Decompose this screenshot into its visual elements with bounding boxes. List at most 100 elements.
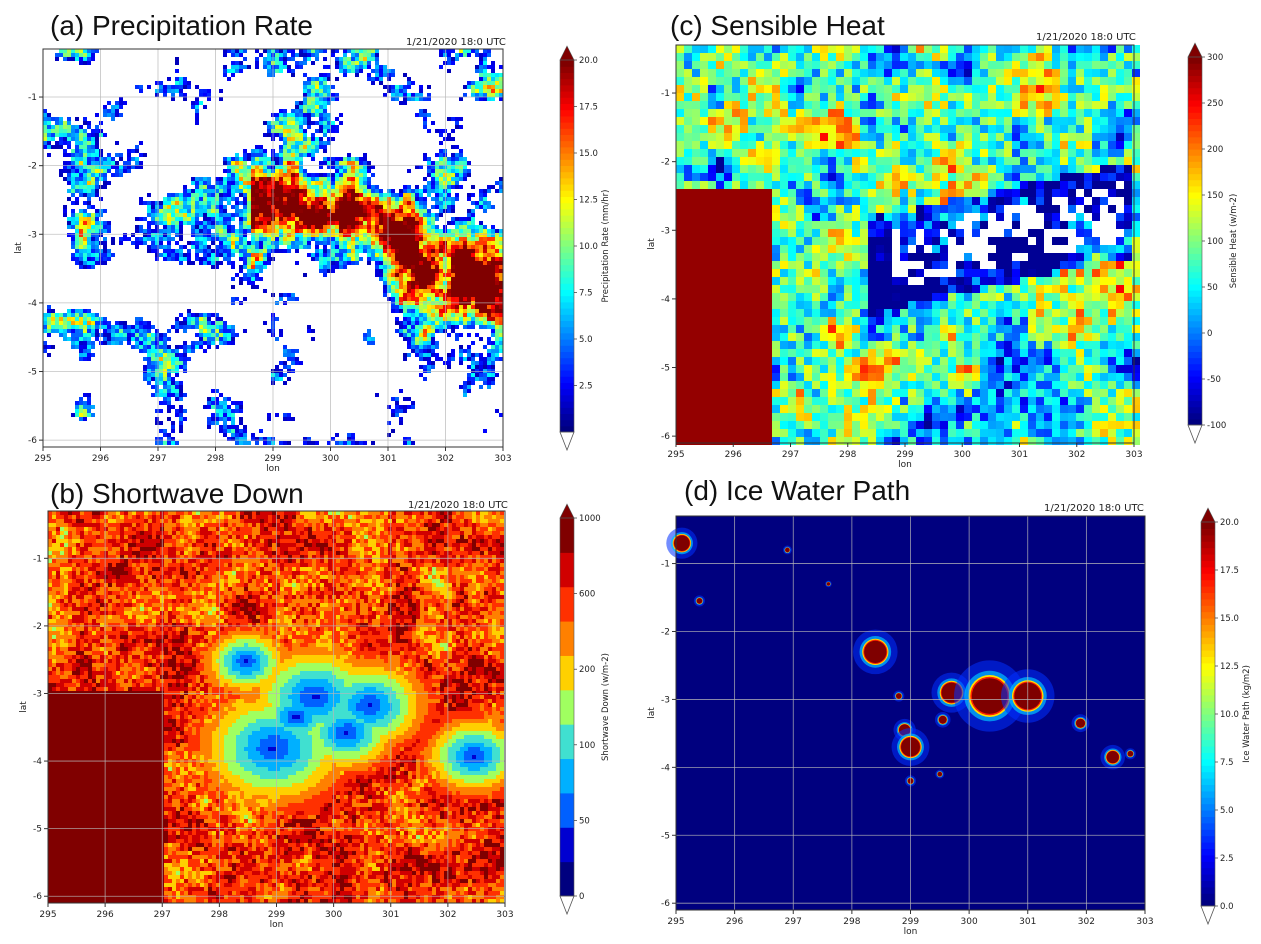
x-tick-label: 302 xyxy=(1078,917,1095,927)
colorbar-extend-min xyxy=(559,895,575,916)
heatmap-field xyxy=(666,516,1145,910)
ice-cell xyxy=(953,660,1026,732)
x-tick-label: 296 xyxy=(725,450,742,460)
heatmap-field xyxy=(676,45,1140,445)
colorbar-tick-label: 200 xyxy=(1207,145,1223,155)
colorbar-extend-max xyxy=(1200,507,1216,523)
colorbar-extend-max xyxy=(559,503,575,519)
y-tick-label: -6 xyxy=(661,899,670,909)
colorbar-tick-label: 50 xyxy=(579,816,590,826)
x-tick-label: 300 xyxy=(322,454,339,464)
colorbar-tick-label: 5.0 xyxy=(579,335,593,345)
x-tick-label: 300 xyxy=(961,917,978,927)
x-tick-label: 298 xyxy=(211,910,228,920)
colorbar-extend-max xyxy=(1187,42,1203,58)
colorbar-tick-label: 100 xyxy=(1207,237,1223,247)
ice-cell xyxy=(1124,748,1136,760)
y-tick-label: -1 xyxy=(33,554,42,564)
ice-cell xyxy=(934,711,951,728)
colorbar-tick-label: 17.5 xyxy=(1220,566,1239,576)
x-tick-label: 300 xyxy=(954,450,971,460)
colorbar-tick-label: 1000 xyxy=(579,514,601,524)
x-tick-label: 298 xyxy=(843,917,860,927)
x-tick-label: 298 xyxy=(207,454,224,464)
x-axis-label: lon xyxy=(266,464,280,474)
heatmap-field xyxy=(48,511,504,903)
y-tick-label: -2 xyxy=(661,627,670,637)
x-tick-label: 295 xyxy=(667,450,684,460)
x-axis-label: lon xyxy=(270,920,284,930)
x-tick-label: 302 xyxy=(1068,450,1085,460)
colorbar-label: Shortwave Down (w/m-2) xyxy=(601,653,611,761)
y-tick-label: -4 xyxy=(33,757,42,767)
x-axis-label: lon xyxy=(904,927,918,937)
panel-title: (c) Sensible Heat xyxy=(670,10,885,41)
y-tick-label: -4 xyxy=(28,299,37,309)
x-tick-label: 301 xyxy=(1019,917,1036,927)
panel-timestamp: 1/21/2020 18:0 UTC xyxy=(1036,32,1136,43)
x-tick-label: 299 xyxy=(902,917,919,927)
y-tick-label: -5 xyxy=(28,368,37,378)
colorbar-tick-label: 15.0 xyxy=(1220,614,1239,624)
panel-title: (d) Ice Water Path xyxy=(684,475,910,506)
colorbar-extend-min xyxy=(1187,424,1203,445)
x-tick-label: 295 xyxy=(39,910,56,920)
y-tick-label: -6 xyxy=(661,432,670,442)
y-tick-label: -2 xyxy=(661,158,670,168)
colorbar-tick-label: 10.0 xyxy=(1220,710,1239,720)
y-axis-label: lat xyxy=(647,238,657,250)
colorbar: 0 50 100 200 600 1000 Shortwave Down (w/m-2) xyxy=(559,503,611,916)
x-tick-label: 297 xyxy=(782,450,799,460)
panel-c: (c) Sensible Heat 1/21/2020 18:0 UTC 295 29… xyxy=(647,10,1239,470)
panel-title: (a) Precipitation Rate xyxy=(50,10,313,41)
colorbar-tick-label: 0.0 xyxy=(1220,902,1234,912)
colorbar-label: Sensible Heat (w/m-2) xyxy=(1229,194,1239,289)
panel-timestamp: 1/21/2020 18:0 UTC xyxy=(406,37,506,48)
x-tick-label: 299 xyxy=(264,454,281,464)
x-tick-label: 303 xyxy=(1125,450,1142,460)
x-tick-label: 299 xyxy=(896,450,913,460)
x-tick-label: 299 xyxy=(268,910,285,920)
ice-cell xyxy=(1100,744,1126,770)
colorbar-tick-label: 20.0 xyxy=(579,56,598,66)
colorbar-tick-label: 12.5 xyxy=(1220,662,1239,672)
y-tick-label: -5 xyxy=(661,364,670,374)
y-tick-label: -6 xyxy=(28,436,37,446)
y-tick-label: -1 xyxy=(661,560,670,570)
colorbar-tick-label: 300 xyxy=(1207,53,1223,63)
colorbar: 0.0 2.5 5.0 7.5 10.0 12.5 15.0 17.5 20.0 Ice Wate… xyxy=(1200,507,1252,926)
colorbar-tick-label: 7.5 xyxy=(579,289,593,299)
x-tick-label: 296 xyxy=(726,917,743,927)
panel-title: (b) Shortwave Down xyxy=(50,478,304,509)
x-tick-label: 298 xyxy=(839,450,856,460)
x-tick-label: 301 xyxy=(379,454,396,464)
ice-cell xyxy=(1071,714,1090,733)
colorbar-tick-label: 2.5 xyxy=(1220,854,1234,864)
y-tick-label: -3 xyxy=(661,226,670,236)
colorbar-extend-max xyxy=(559,45,575,61)
colorbar-tick-label: 50 xyxy=(1207,283,1218,293)
x-tick-label: 301 xyxy=(382,910,399,920)
x-tick-label: 296 xyxy=(92,454,109,464)
colorbar-tick-label: 12.5 xyxy=(579,196,598,206)
x-tick-label: 303 xyxy=(1136,917,1153,927)
x-tick-label: 297 xyxy=(154,910,171,920)
y-tick-label: -3 xyxy=(661,695,670,705)
panel-a: (a) Precipitation Rate 1/21/2020 18:0 UTC… xyxy=(14,10,611,474)
panel-timestamp: 1/21/2020 18:0 UTC xyxy=(408,500,508,511)
x-tick-label: 297 xyxy=(149,454,166,464)
colorbar-extend-min xyxy=(559,431,575,452)
y-tick-label: -4 xyxy=(661,295,670,305)
colorbar-tick-label: 600 xyxy=(579,590,595,600)
y-tick-label: -4 xyxy=(661,763,670,773)
panel-timestamp: 1/21/2020 18:0 UTC xyxy=(1044,503,1144,514)
colorbar-label: Precipitation Rate (mm/hr) xyxy=(601,190,611,303)
colorbar-tick-label: 7.5 xyxy=(1220,758,1234,768)
y-axis-label: lat xyxy=(19,701,29,713)
y-axis-label: lat xyxy=(647,707,657,719)
colorbar-tick-label: -50 xyxy=(1207,375,1221,385)
y-tick-label: -6 xyxy=(33,892,42,902)
colorbar-label: Ice Water Path (kg/m2) xyxy=(1242,665,1252,763)
colorbar-tick-label: 10.0 xyxy=(579,242,598,252)
y-tick-label: -1 xyxy=(661,89,670,99)
